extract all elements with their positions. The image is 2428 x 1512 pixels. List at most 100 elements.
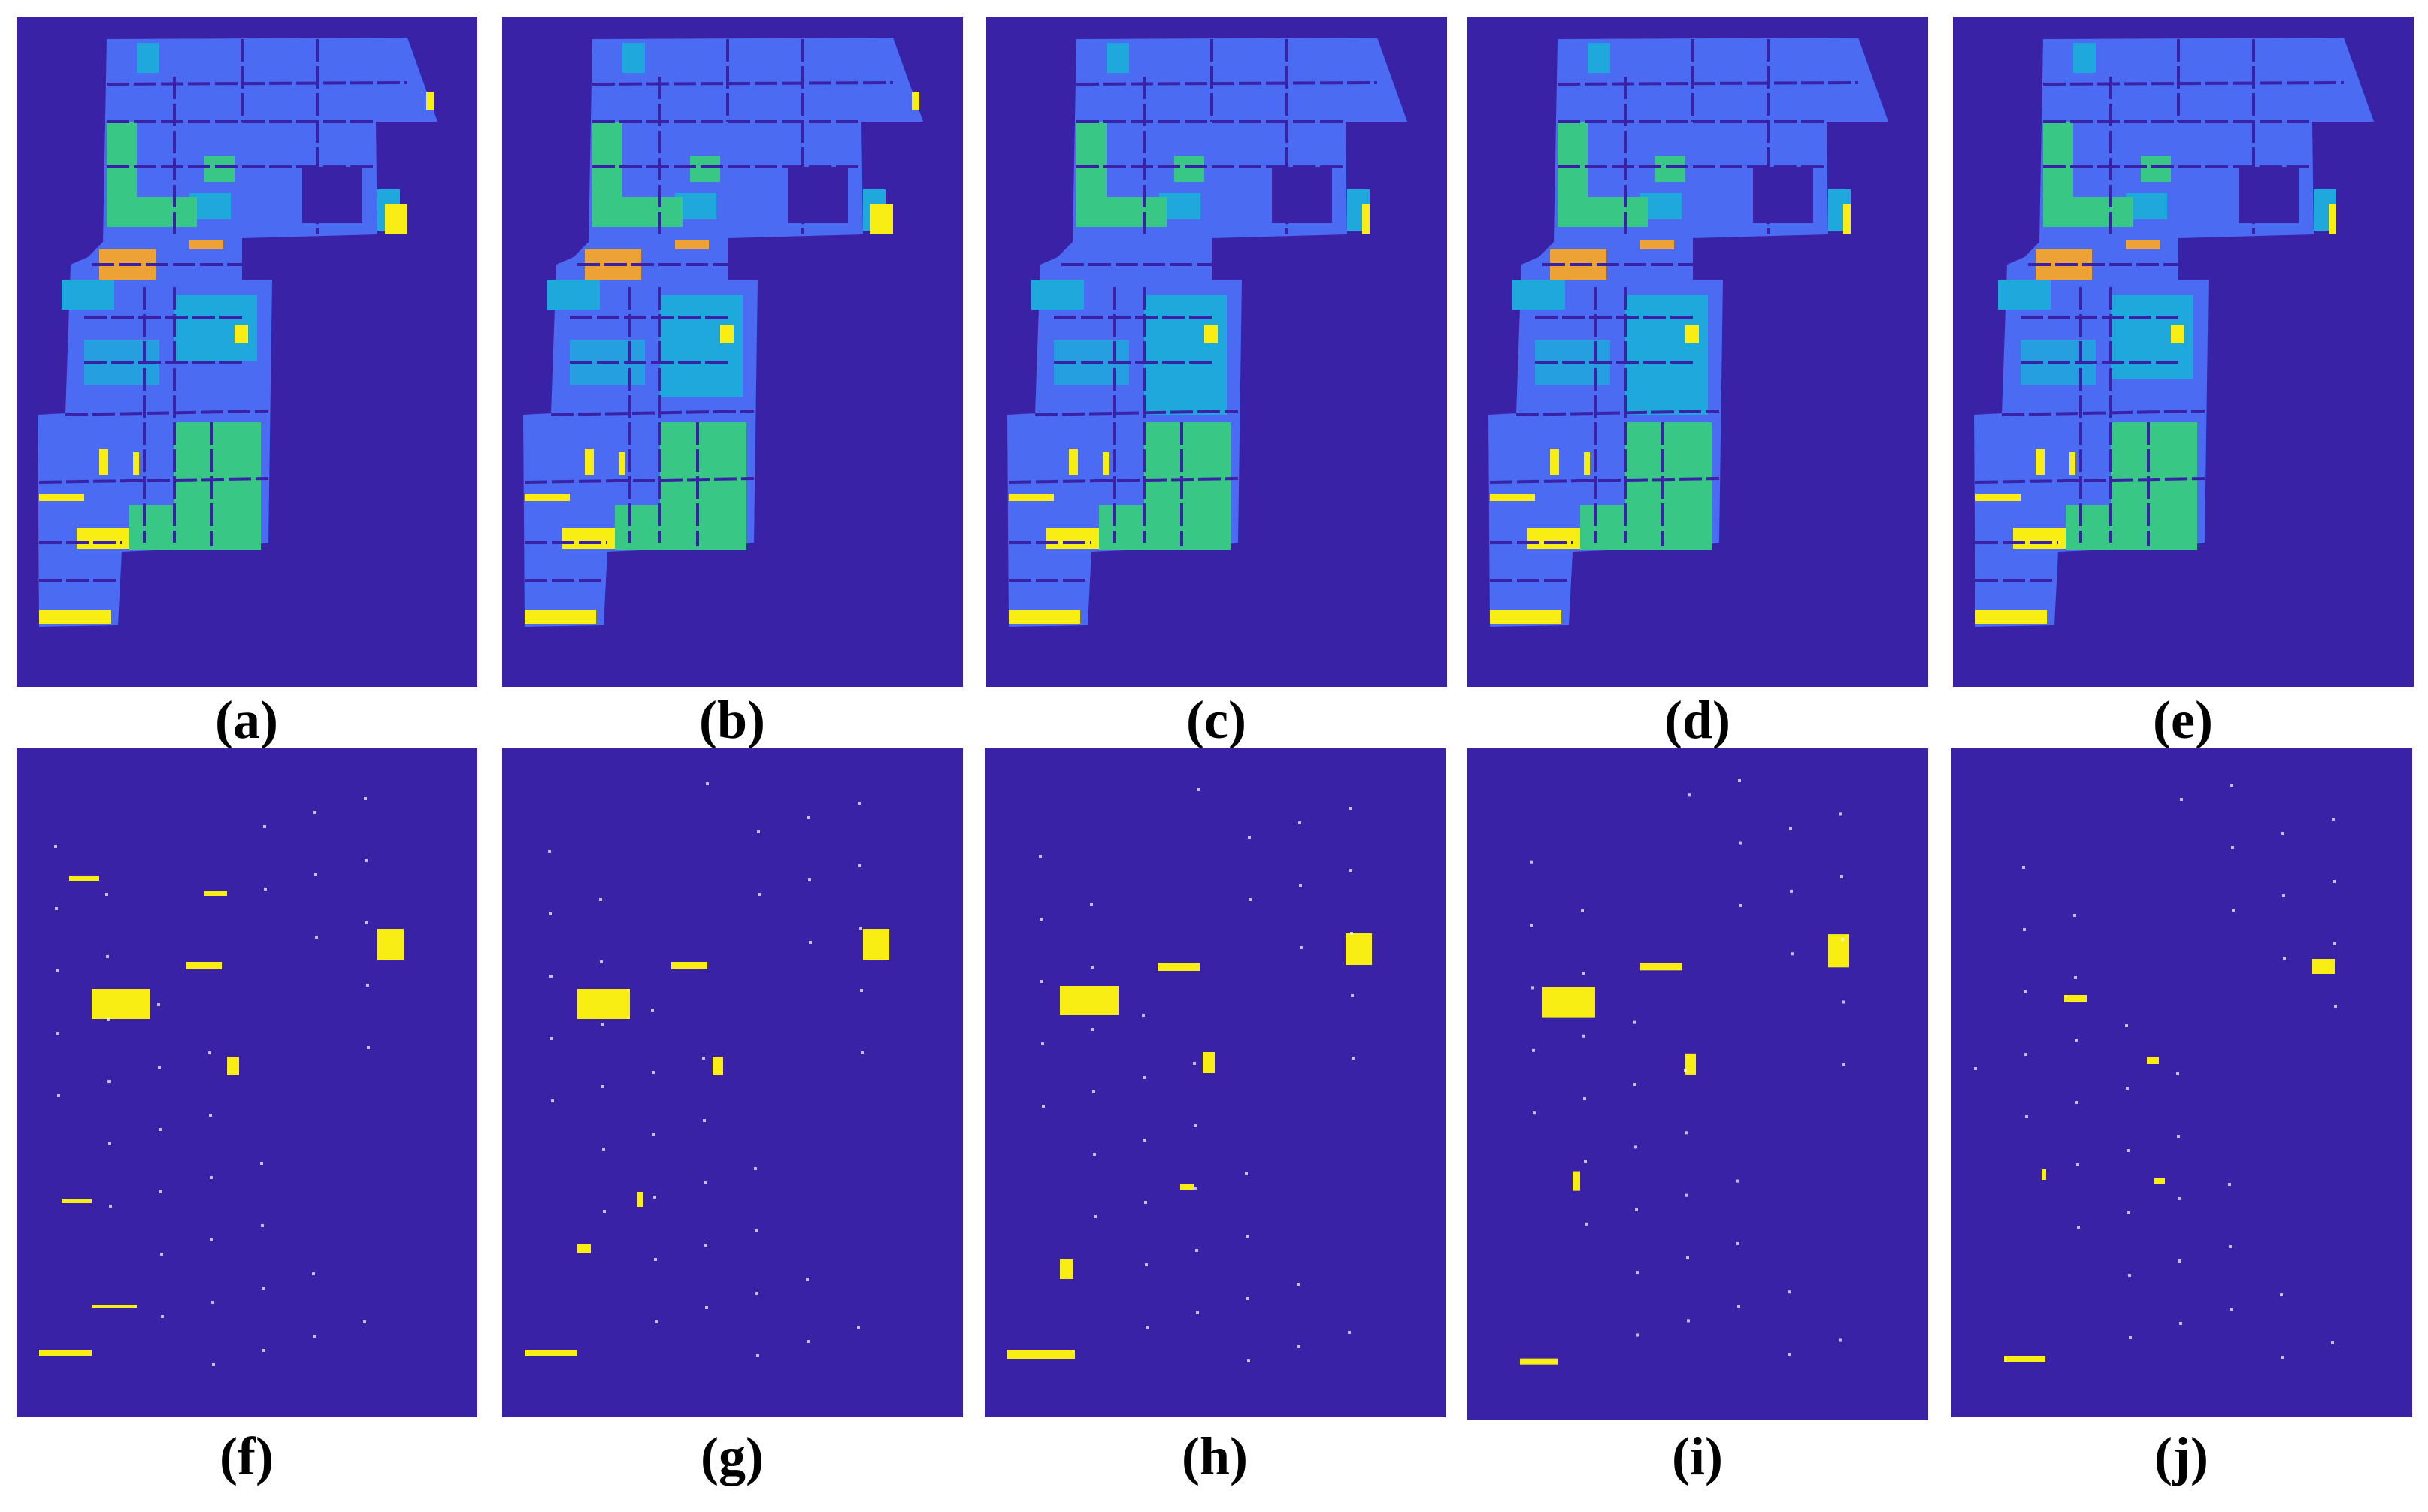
speckle <box>2282 894 2285 897</box>
change-blob <box>1060 1259 1073 1279</box>
green-patch <box>204 156 235 182</box>
speckle <box>702 1057 705 1060</box>
classification-map-d <box>1467 17 1928 687</box>
speckle <box>755 1229 758 1232</box>
speckle <box>1091 966 1094 969</box>
change-blob <box>1520 1358 1558 1365</box>
speckle <box>1841 938 1844 942</box>
speckle <box>1091 1028 1094 1031</box>
speckle <box>157 1003 160 1006</box>
green-patch <box>2111 422 2197 550</box>
speckle <box>1791 952 1794 956</box>
cyan-patch <box>62 280 114 310</box>
parcel-boundary <box>2001 410 2205 416</box>
speckle <box>1249 898 1252 901</box>
speckle <box>2125 1024 2128 1027</box>
speckle <box>262 1287 265 1290</box>
change-blob <box>1828 934 1849 968</box>
yellow-patch <box>2069 452 2075 475</box>
change-blob <box>39 1350 92 1356</box>
yellow-patch <box>2171 325 2184 343</box>
speckle <box>1348 1331 1351 1334</box>
speckle <box>1633 1082 1636 1087</box>
speckle <box>603 1210 606 1213</box>
speckle <box>2176 1072 2179 1075</box>
speckle <box>1040 918 1043 921</box>
speckle <box>57 1094 60 1097</box>
orange-patch <box>1640 240 1674 249</box>
classification-map-e <box>1953 17 2414 687</box>
speckle <box>1789 827 1792 830</box>
green-patch <box>129 505 174 550</box>
change-blob <box>1346 933 1372 965</box>
speckle <box>56 1032 59 1035</box>
caption-b: (b) <box>699 690 765 750</box>
speckle <box>212 1363 215 1366</box>
yellow-patch <box>99 449 108 475</box>
change-blob <box>2147 1057 2159 1064</box>
parcel-boundary <box>38 477 269 484</box>
speckle <box>1842 1000 1845 1004</box>
green-patch <box>107 197 197 227</box>
speckle <box>756 1354 759 1357</box>
speckle <box>260 1162 263 1165</box>
yellow-patch <box>1046 528 1099 549</box>
speckle <box>859 927 862 930</box>
speckle <box>158 1066 161 1069</box>
speckle <box>2077 1226 2080 1229</box>
green-patch <box>2043 197 2133 227</box>
speckle <box>1739 841 1742 845</box>
green-patch <box>1625 422 1712 550</box>
yellow-patch <box>1069 449 1078 475</box>
speckle <box>1636 1271 1639 1275</box>
yellow-patch <box>1843 204 1851 234</box>
parcel-boundary <box>65 410 269 416</box>
yellow-patch <box>426 92 434 110</box>
speckle <box>211 1301 214 1304</box>
speckle <box>2280 1293 2283 1296</box>
speckle <box>858 864 861 867</box>
background-hole <box>1272 167 1332 223</box>
binary-map-f <box>17 748 477 1417</box>
speckle <box>2073 914 2076 917</box>
map-b-svg <box>523 38 923 627</box>
green-patch <box>1099 505 1144 550</box>
speckle <box>1531 986 1534 990</box>
speckle <box>1248 836 1251 839</box>
speckle <box>1352 1057 1355 1060</box>
speckle <box>1736 1241 1739 1245</box>
speckle <box>548 850 551 853</box>
speckle <box>108 1142 111 1145</box>
speckle <box>1142 1014 1145 1017</box>
speckle <box>1684 1068 1687 1072</box>
speckle <box>2231 846 2234 849</box>
speckle <box>653 1196 656 1199</box>
speckle <box>550 1037 553 1040</box>
speckle <box>601 1085 604 1088</box>
speckle <box>364 797 367 800</box>
background-hole <box>1753 167 1813 223</box>
speckle <box>1349 869 1352 872</box>
speckle <box>1246 1235 1249 1238</box>
speckle <box>2228 1183 2231 1186</box>
speckle <box>1298 821 1301 824</box>
speckle <box>1533 1111 1536 1115</box>
speckle <box>807 816 810 819</box>
parcel-boundary <box>106 81 408 86</box>
speckle <box>210 1238 213 1241</box>
speckle <box>1093 1153 1096 1156</box>
change-blob <box>2004 1356 2045 1362</box>
speckle <box>652 1071 655 1074</box>
speckle <box>1736 1179 1739 1183</box>
change-blob <box>577 989 630 1019</box>
green-patch <box>174 422 261 550</box>
speckle <box>652 1133 655 1136</box>
caption-g: (g) <box>701 1426 764 1486</box>
speckle <box>2127 1211 2130 1214</box>
speckle <box>1194 1124 1197 1127</box>
speckle <box>2024 1053 2027 1056</box>
speckle <box>1143 1076 1146 1079</box>
speckle <box>159 1128 162 1131</box>
speckle <box>858 802 861 805</box>
yellow-patch <box>1490 610 1561 624</box>
